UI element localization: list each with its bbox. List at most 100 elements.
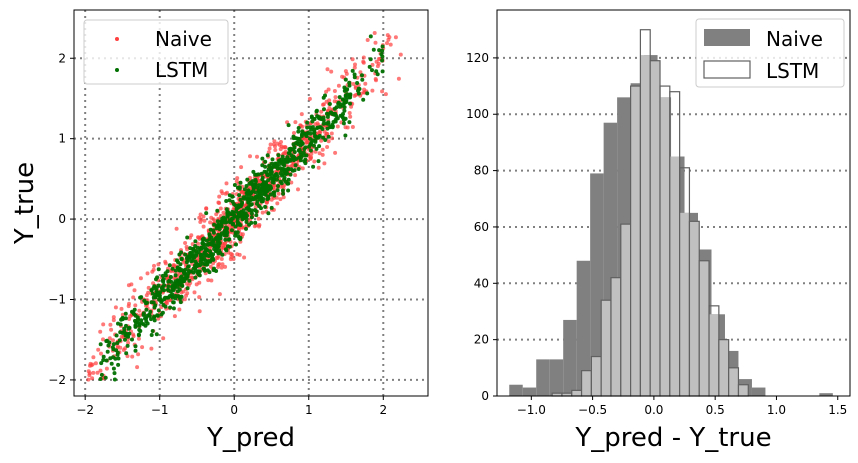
scatter-point (343, 93, 348, 98)
scatter-point (156, 267, 161, 272)
scatter-point (219, 220, 224, 225)
scatter-point (154, 285, 159, 290)
scatter-point (249, 211, 254, 216)
scatter-point (243, 214, 248, 219)
scatter-point (319, 109, 324, 114)
histogram-bar-lstm-fill (561, 393, 572, 396)
scatter-point (173, 268, 178, 273)
scatter-point (236, 221, 241, 226)
scatter-point (161, 277, 166, 282)
scatter-point (283, 157, 288, 162)
scatter-point (303, 161, 308, 166)
scatter-point (380, 69, 385, 74)
scatter-point (317, 151, 322, 156)
legend-label-lstm-hist: LSTM (766, 59, 819, 83)
histogram-xtick-label: −0.5 (578, 403, 607, 417)
scatter-point (212, 222, 217, 227)
scatter-point (252, 184, 257, 189)
scatter-point (309, 155, 313, 160)
scatter-point (260, 177, 265, 182)
scatter-point (261, 197, 266, 201)
scatter-point (343, 77, 348, 82)
histogram-bars-lstm (551, 29, 749, 397)
scatter-point (193, 275, 198, 280)
scatter-point (226, 237, 231, 242)
scatter-point (136, 336, 141, 341)
histogram-bar-naive (536, 359, 550, 396)
scatter-point (130, 354, 135, 359)
scatter-point (182, 297, 187, 302)
scatter-point (180, 283, 185, 288)
scatter-point (348, 92, 353, 97)
scatter-point (276, 153, 281, 158)
scatter-point (111, 342, 116, 347)
scatter-point (133, 344, 138, 349)
scatter-point (193, 244, 198, 248)
scatter-point (234, 242, 238, 247)
histogram-xtick-label: 1.5 (828, 403, 847, 417)
scatter-point (144, 293, 149, 298)
scatter-point (286, 181, 291, 186)
scatter-point (101, 358, 106, 363)
scatter-point (207, 245, 212, 250)
scatter-point (231, 257, 236, 261)
scatter-point (108, 322, 113, 327)
scatter-point (178, 262, 183, 267)
histogram-x-axis-label: Y_pred - Y_true (574, 423, 771, 453)
scatter-point (280, 184, 285, 189)
scatter-point (211, 257, 216, 262)
scatter-point (163, 304, 168, 309)
scatter-point (232, 183, 237, 187)
scatter-y-axis-label: Y_true (10, 162, 40, 245)
scatter-point (299, 112, 304, 117)
scatter-point (219, 265, 224, 270)
scatter-point (171, 300, 176, 305)
scatter-point (216, 232, 221, 237)
scatter-point (249, 215, 254, 220)
scatter-point (355, 81, 360, 85)
scatter-point (283, 149, 288, 154)
histogram-bar-lstm-fill (679, 212, 690, 396)
scatter-point (150, 329, 155, 333)
scatter-point (318, 115, 323, 120)
scatter-point (198, 212, 203, 217)
scatter-point (106, 343, 111, 348)
scatter-point (297, 137, 302, 141)
scatter-point (170, 283, 175, 288)
scatter-point (159, 312, 164, 317)
scatter-point (99, 351, 103, 356)
scatter-point (219, 231, 224, 236)
scatter-point (312, 143, 316, 148)
scatter-point (220, 216, 225, 221)
scatter-point (215, 236, 219, 241)
scatter-point (237, 252, 242, 257)
histogram-ytick-label: 40 (474, 276, 489, 290)
scatter-point (333, 117, 338, 122)
scatter-point (380, 54, 385, 59)
scatter-point (123, 311, 128, 316)
scatter-point (140, 345, 145, 350)
scatter-point (222, 228, 227, 233)
scatter-point (215, 219, 220, 224)
scatter-point (219, 257, 224, 261)
scatter-point (315, 114, 320, 119)
scatter-point (344, 87, 349, 92)
scatter-point (235, 185, 240, 190)
scatter-point (244, 226, 248, 231)
scatter-point (116, 362, 121, 367)
scatter-point (239, 190, 244, 195)
scatter-point (208, 227, 213, 232)
scatter-point (265, 153, 270, 158)
scatter-point (136, 333, 141, 338)
histogram-axes-frame (496, 9, 851, 397)
scatter-point (130, 309, 134, 314)
scatter-point (116, 356, 121, 361)
scatter-point (132, 307, 137, 312)
scatter-point (267, 163, 272, 168)
scatter-point (119, 306, 124, 311)
scatter-point (120, 312, 125, 317)
scatter-point (330, 136, 334, 141)
scatter-point (292, 131, 296, 135)
scatter-point (239, 165, 244, 170)
scatter-point (267, 146, 272, 151)
